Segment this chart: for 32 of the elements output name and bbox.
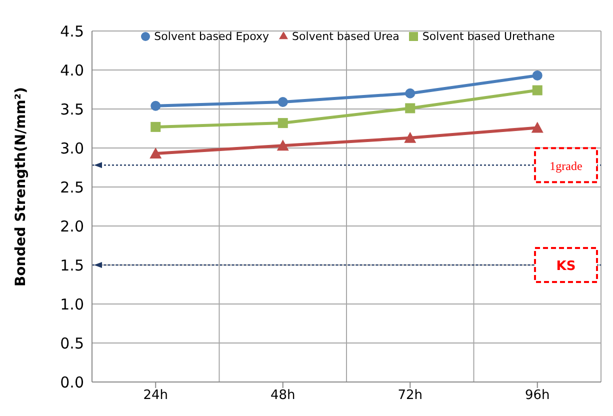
x-tick-label: 72h	[398, 388, 423, 404]
x-tick-label: 96h	[524, 388, 550, 404]
point	[150, 100, 161, 111]
x-tick-label: 24h	[143, 388, 168, 404]
x-tick-label: 48h	[270, 388, 296, 404]
y-tick-label: 3.5	[60, 100, 84, 118]
y-tick-label: 1.5	[60, 256, 84, 274]
y-axis-title: Bonded Strength(N/mm²)	[12, 87, 29, 286]
ref-line-label: 1grade	[550, 159, 582, 174]
point	[405, 88, 416, 98]
point	[404, 132, 416, 143]
point	[405, 103, 416, 114]
ref-line-label: KS	[556, 259, 576, 274]
y-tick-label: 0.5	[60, 334, 84, 352]
point	[532, 70, 542, 80]
point	[532, 85, 542, 96]
point	[150, 122, 161, 132]
y-tick-label: 4.0	[60, 61, 84, 80]
y-tick-label: 3.0	[60, 139, 84, 158]
y-tick-label: 1.0	[60, 295, 84, 314]
legend-label: Solvent based Urea	[292, 30, 400, 43]
point	[150, 147, 162, 158]
y-tick-label: 2.0	[60, 217, 84, 236]
point	[276, 140, 289, 151]
legend-label: Solvent based Epoxy	[154, 30, 270, 43]
y-tick-label: 0.0	[60, 373, 84, 392]
point	[278, 118, 288, 128]
point	[531, 122, 544, 133]
y-tick-label: 2.5	[60, 178, 84, 196]
y-tick-label: 4.5	[60, 22, 84, 40]
point	[278, 96, 288, 107]
legend-label: Solvent based Urethane	[422, 30, 555, 43]
